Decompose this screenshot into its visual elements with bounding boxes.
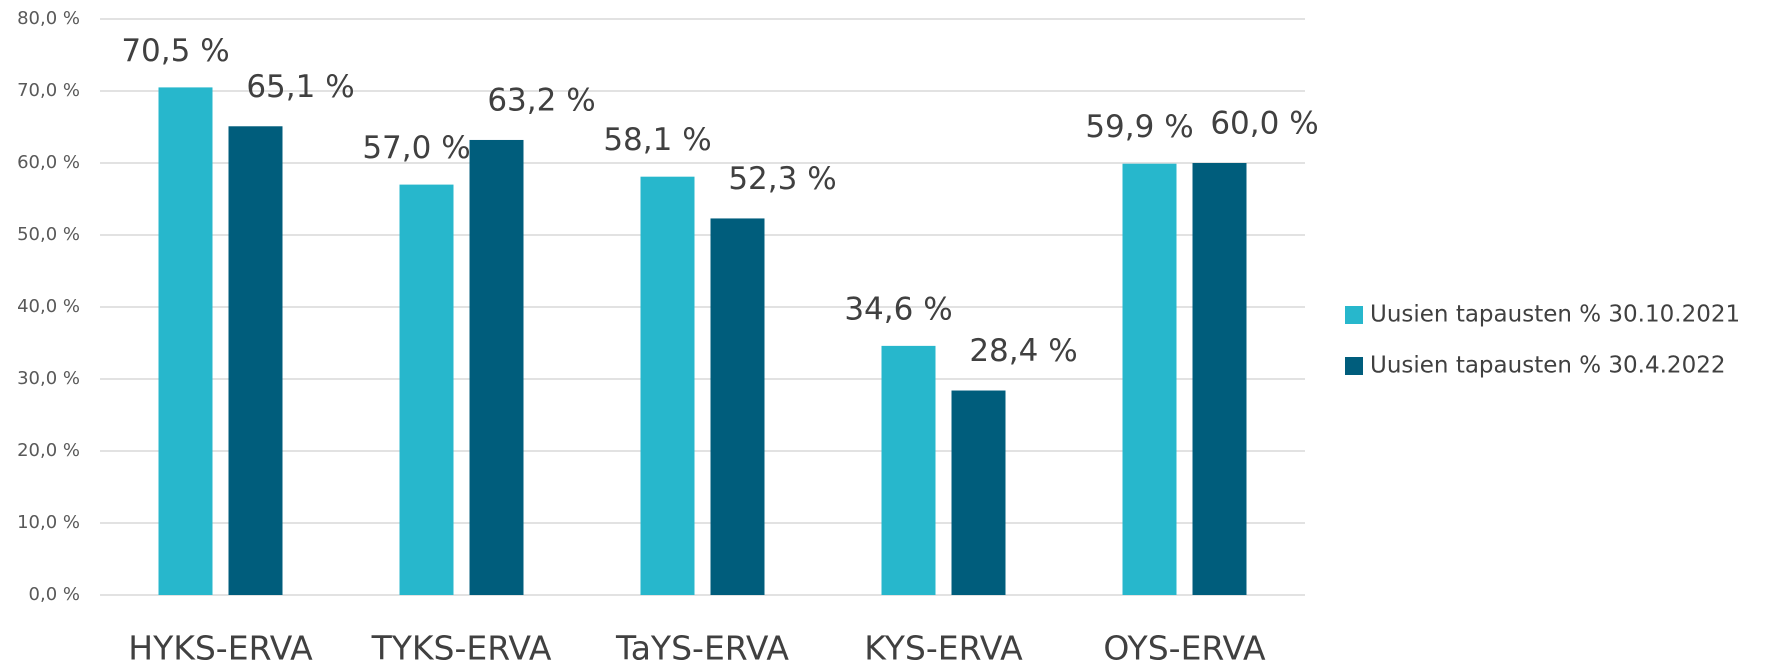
bar — [1122, 163, 1177, 595]
y-tick-label: 10,0 % — [17, 512, 80, 533]
data-label: 52,3 % — [728, 161, 836, 197]
bar — [158, 87, 213, 596]
bar — [1192, 163, 1247, 595]
data-label: 57,0 % — [362, 130, 470, 166]
bar — [881, 345, 936, 595]
legend-swatch — [1345, 306, 1363, 324]
y-tick-label: 50,0 % — [17, 224, 80, 245]
y-tick-label: 0,0 % — [29, 584, 80, 605]
x-tick-label: TYKS-ERVA — [371, 629, 552, 667]
y-tick-label: 20,0 % — [17, 440, 80, 461]
bar — [951, 390, 1006, 595]
bar — [399, 184, 454, 595]
y-tick-label: 80,0 % — [17, 8, 80, 29]
y-tick-label: 40,0 % — [17, 296, 80, 317]
data-label: 28,4 % — [969, 333, 1077, 369]
data-label: 60,0 % — [1210, 106, 1318, 142]
data-label: 58,1 % — [603, 122, 711, 158]
x-tick-label: KYS-ERVA — [864, 629, 1023, 667]
data-label: 63,2 % — [487, 82, 595, 118]
data-label: 70,5 % — [121, 33, 229, 69]
data-label: 34,6 % — [844, 291, 952, 327]
bar — [469, 139, 524, 595]
bar — [228, 126, 283, 595]
legend-label: Uusien tapausten % 30.4.2022 — [1370, 353, 1725, 379]
x-tick-label: OYS-ERVA — [1103, 629, 1266, 667]
y-tick-label: 70,0 % — [17, 80, 80, 101]
legend-label: Uusien tapausten % 30.10.2021 — [1370, 302, 1740, 328]
y-tick-label: 30,0 % — [17, 368, 80, 389]
data-label: 65,1 % — [246, 69, 354, 105]
bar — [640, 176, 695, 595]
data-label: 59,9 % — [1085, 109, 1193, 145]
y-tick-label: 60,0 % — [17, 152, 80, 173]
x-tick-label: TaYS-ERVA — [615, 629, 789, 667]
legend-swatch — [1345, 357, 1363, 375]
x-tick-label: HYKS-ERVA — [128, 629, 313, 667]
bar — [710, 218, 765, 595]
